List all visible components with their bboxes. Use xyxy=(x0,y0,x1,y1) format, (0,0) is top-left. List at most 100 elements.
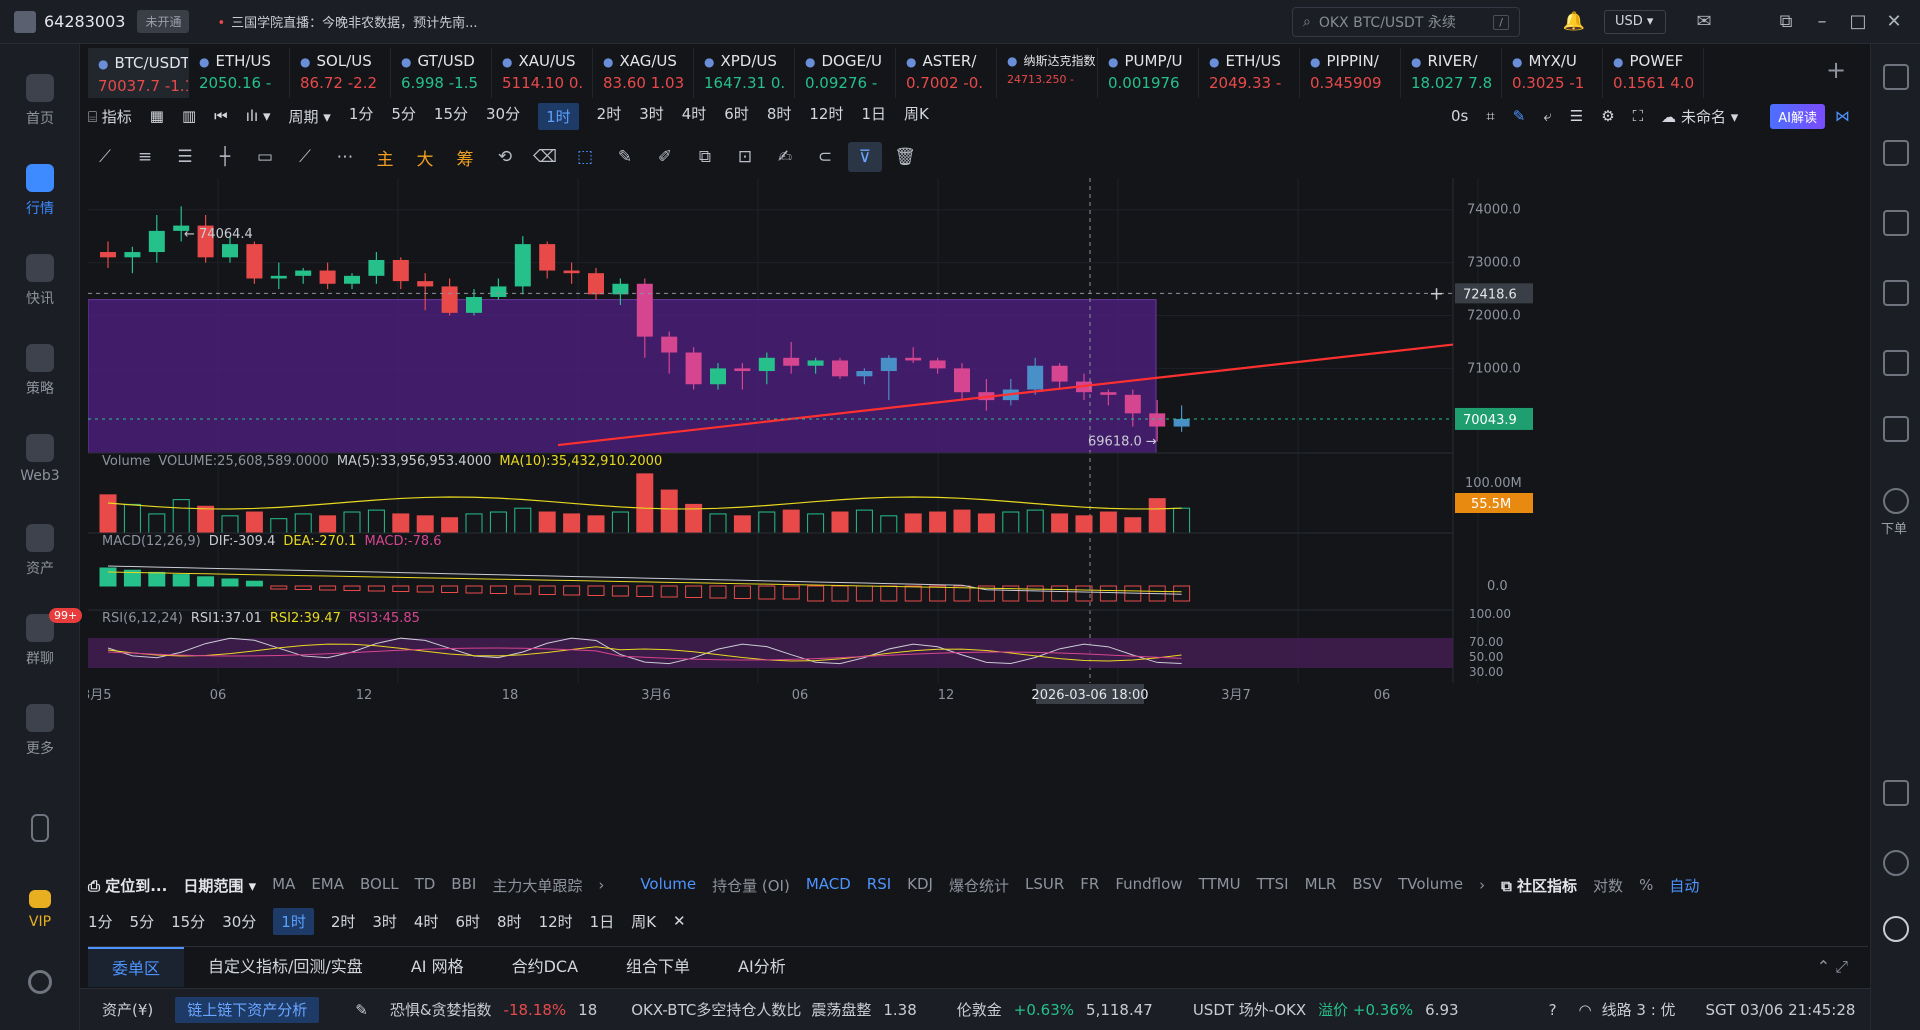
timeframe-option[interactable]: 1分 xyxy=(88,912,113,931)
trash-tool-icon[interactable]: 🗑 xyxy=(894,147,916,167)
trend-line[interactable] xyxy=(557,343,1454,447)
timeframe-option[interactable]: 15分 xyxy=(171,912,206,931)
edit-icon[interactable]: ✎ xyxy=(355,1000,368,1019)
measure-tool-icon[interactable]: ⧉ xyxy=(698,147,712,167)
panel-tab[interactable]: 组合下单 xyxy=(626,956,691,976)
close-icon[interactable]: ✕ xyxy=(1886,11,1902,32)
sub-indicator-option[interactable]: TVolume xyxy=(1398,874,1464,893)
timeframe-option[interactable]: 6时 xyxy=(455,912,481,931)
sub-indicator-option[interactable]: KDJ xyxy=(907,874,933,893)
camera-icon[interactable]: ⌗ xyxy=(1486,107,1495,125)
headset-icon[interactable] xyxy=(1883,850,1909,876)
tab-symbol[interactable]: RIVER/18.027 7.8 xyxy=(1401,48,1502,98)
depth-icon[interactable] xyxy=(1883,280,1909,306)
main-force-tool[interactable]: 主 xyxy=(376,149,394,170)
fullscreen-icon[interactable]: ⛶ xyxy=(1632,107,1644,125)
tab-symbol[interactable]: POWEF 0.1561 4.0 xyxy=(1603,48,1704,98)
panel-tab[interactable]: 委单区 xyxy=(88,946,185,987)
candle-type-icon[interactable]: ılı ▾ xyxy=(245,107,271,125)
timeframe-option[interactable]: 12时 xyxy=(538,912,573,931)
add-alert-icon[interactable]: + xyxy=(1429,283,1444,304)
chevron-right-icon[interactable]: › xyxy=(1479,876,1486,894)
lock-tool-icon[interactable]: ⊡ xyxy=(737,147,753,167)
timeframe-option[interactable]: 8时 xyxy=(497,912,522,931)
sidebar-item-market[interactable]: 行情 xyxy=(0,164,80,218)
minimize-icon[interactable]: – xyxy=(1817,11,1827,32)
main-indicator-option[interactable]: BBI xyxy=(451,874,477,893)
rewind-icon[interactable]: ⏮ xyxy=(214,107,228,125)
timeframe-option[interactable]: 8时 xyxy=(766,104,792,123)
timeframe-option[interactable]: 3时 xyxy=(372,912,397,931)
sub-indicator-option[interactable]: MLR xyxy=(1304,874,1337,893)
phone-button[interactable] xyxy=(0,814,80,848)
long-short-ratio-label[interactable]: OKX-BTC多空持仓人数比 xyxy=(631,1001,802,1019)
sub-indicator-option[interactable]: TTSI xyxy=(1256,874,1289,893)
tab-symbol[interactable]: PIPPIN/0.345909 xyxy=(1300,48,1401,98)
notes-icon[interactable] xyxy=(1883,140,1909,166)
brush-tool-icon[interactable]: ✎ xyxy=(617,147,633,167)
timeframe-option[interactable]: 1日 xyxy=(589,912,615,931)
main-indicator-option[interactable]: TD xyxy=(414,874,436,893)
replay-icon[interactable]: ⤶ xyxy=(1543,107,1552,125)
share-icon[interactable]: ⋈ xyxy=(1835,107,1850,125)
etf-icon[interactable] xyxy=(1883,416,1909,442)
sidebar-item-chat[interactable]: 群聊 99+ xyxy=(0,608,83,668)
timeframe-option[interactable]: 30分 xyxy=(222,912,257,931)
tab-symbol[interactable]: DOGE/U 0.09276 - xyxy=(795,48,896,98)
maximize-icon[interactable]: □ xyxy=(1849,11,1867,32)
percent-scale-toggle[interactable]: % xyxy=(1639,876,1654,894)
avatar[interactable] xyxy=(14,10,36,33)
usdt-otc-label[interactable]: USDT 场外-OKX xyxy=(1192,1001,1307,1019)
calendar-icon[interactable]: ▦ xyxy=(149,107,164,125)
timeframe-option[interactable]: 4时 xyxy=(413,912,439,931)
settings-button[interactable] xyxy=(0,970,80,1000)
list-icon[interactable]: ☰ xyxy=(1569,107,1584,125)
tab-symbol[interactable]: SOL/US 86.72 -2.2 xyxy=(290,48,391,98)
eraser-tool-icon[interactable]: ⌫ xyxy=(532,147,558,167)
tab-symbol[interactable]: PUMP/U 0.001976 xyxy=(1098,48,1199,98)
tab-symbol[interactable]: GT/USD 6.998 -1.5 xyxy=(391,48,492,98)
tab-symbol[interactable]: XAG/US 83.60 1.03 xyxy=(593,48,694,98)
timeframe-option[interactable]: 2时 xyxy=(596,104,622,123)
sub-indicator-option[interactable]: TTMU xyxy=(1198,874,1241,893)
sidebar-item-more[interactable]: 更多 xyxy=(0,704,80,758)
timeframe-option[interactable]: 5分 xyxy=(391,104,416,123)
ai-analysis-button[interactable]: AI解读 xyxy=(1770,103,1825,129)
big-order-tool[interactable]: 大 xyxy=(416,149,434,170)
timeframe-option[interactable]: 15分 xyxy=(433,104,469,123)
timeframe-option[interactable]: 2时 xyxy=(330,912,356,931)
gold-label[interactable]: 伦敦金 xyxy=(956,1001,1002,1019)
locate-button[interactable]: ⎙ 定位到... xyxy=(88,875,167,896)
period-select[interactable]: 周期 ▾ xyxy=(288,107,331,126)
add-tab-icon[interactable]: + xyxy=(1826,56,1847,84)
trendline-tool-icon[interactable]: ⟋ xyxy=(99,147,111,167)
horizontal-lines-tool-icon[interactable]: ☰ xyxy=(177,147,193,167)
chart-canvas[interactable]: 74000.0 73000.0 72000.0 71000.0 72418.6 +7004… xyxy=(82,178,1868,858)
main-indicator-option[interactable]: BOLL xyxy=(360,874,399,893)
auto-scale-toggle[interactable]: 自动 xyxy=(1669,876,1700,895)
panel-tab[interactable]: 合约DCA xyxy=(511,956,579,976)
chevron-right-icon[interactable]: › xyxy=(598,876,605,894)
tab-symbol[interactable]: XPD/US 1647.31 0. xyxy=(694,48,795,98)
note-tool-icon[interactable]: ✍ xyxy=(777,147,793,167)
horizontal-line-tool-icon[interactable]: ┼ xyxy=(219,147,231,167)
sidebar-item-home[interactable]: 首页 xyxy=(0,74,80,128)
sub-indicator-option[interactable]: Volume xyxy=(640,874,697,893)
parallel-lines-tool-icon[interactable]: ≡ xyxy=(137,147,153,167)
timeframe-option[interactable]: 周K xyxy=(631,912,657,931)
chain-analysis-button[interactable]: 链上链下资产分析 xyxy=(175,997,320,1023)
panel-tab[interactable]: AI分析 xyxy=(738,956,786,976)
user-id[interactable]: 64283003 未开通 xyxy=(0,10,190,33)
chip-tool[interactable]: 筹 xyxy=(456,149,474,170)
more-tools-icon[interactable]: ⋯ xyxy=(336,147,354,167)
layout-name-select[interactable]: ☁ 未命名 ▾ xyxy=(1661,107,1739,126)
expand-icon[interactable]: ⌃ ⤢ xyxy=(1816,956,1848,976)
fear-greed-label[interactable]: 恐惧&贪婪指数 xyxy=(389,1001,492,1019)
timeframe-option[interactable]: 5分 xyxy=(129,912,155,931)
network-line-status[interactable]: 线路 3 : 优 xyxy=(1601,1001,1676,1019)
order-icon[interactable] xyxy=(1883,488,1909,514)
panel-tab[interactable]: 自定义指标/回测/实盘 xyxy=(208,956,363,976)
date-range-select[interactable]: 日期范围 ▾ xyxy=(183,876,257,895)
help-icon[interactable]: ? xyxy=(1548,1000,1557,1019)
tab-symbol[interactable]: XAU/US 5114.10 0. xyxy=(492,48,593,98)
